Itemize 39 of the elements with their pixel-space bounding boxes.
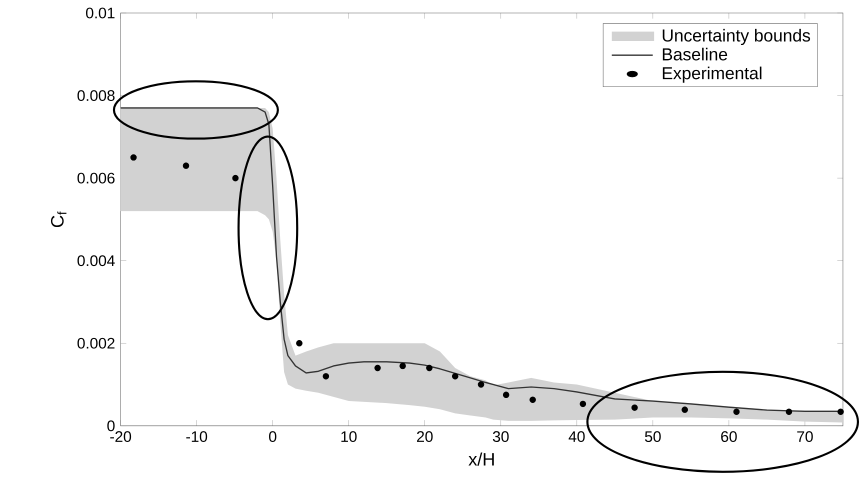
x-tick-label: -20: [110, 431, 132, 442]
point: [631, 404, 638, 411]
point: [130, 154, 137, 161]
point: [296, 340, 302, 347]
x-tick-label: -10: [186, 431, 208, 442]
point: [232, 175, 239, 182]
point: [478, 381, 484, 388]
x-tick-label: 50: [644, 431, 661, 442]
x-tick-label: 70: [797, 431, 813, 442]
y-tick-label: 0.004: [77, 255, 115, 266]
legend-label: Experimental: [662, 66, 762, 83]
x-tick-label: 0: [269, 431, 276, 442]
y-axis-title: C$_{f}$: [50, 212, 66, 228]
y-tick-label: 0.01: [86, 8, 114, 19]
legend-label: Baseline: [662, 48, 728, 61]
x-tick-label: 60: [721, 431, 737, 442]
point: [322, 373, 330, 380]
annotation: Uncertainty bounds: [662, 29, 810, 46]
x-axis-title: x/H: [468, 452, 494, 466]
x-tick-label: 40: [568, 431, 585, 442]
point: [400, 362, 406, 370]
y-tick-label: 0.002: [77, 338, 114, 349]
point: [682, 406, 688, 414]
point: [502, 392, 510, 398]
point: [580, 400, 586, 408]
x-tick-label: 10: [341, 431, 357, 442]
point: [530, 396, 536, 404]
y-tick-label: 0.008: [77, 90, 115, 102]
point: [837, 408, 844, 416]
point: [733, 408, 740, 416]
x-tick-label: 20: [417, 431, 433, 442]
y-tick-label: 0.006: [77, 172, 115, 184]
point: [786, 408, 792, 416]
point: [182, 162, 190, 170]
point: [452, 373, 458, 380]
point: [374, 364, 381, 372]
point: [426, 364, 433, 372]
y-tick-label: 0: [107, 420, 115, 432]
x-tick-label: 30: [492, 431, 509, 442]
